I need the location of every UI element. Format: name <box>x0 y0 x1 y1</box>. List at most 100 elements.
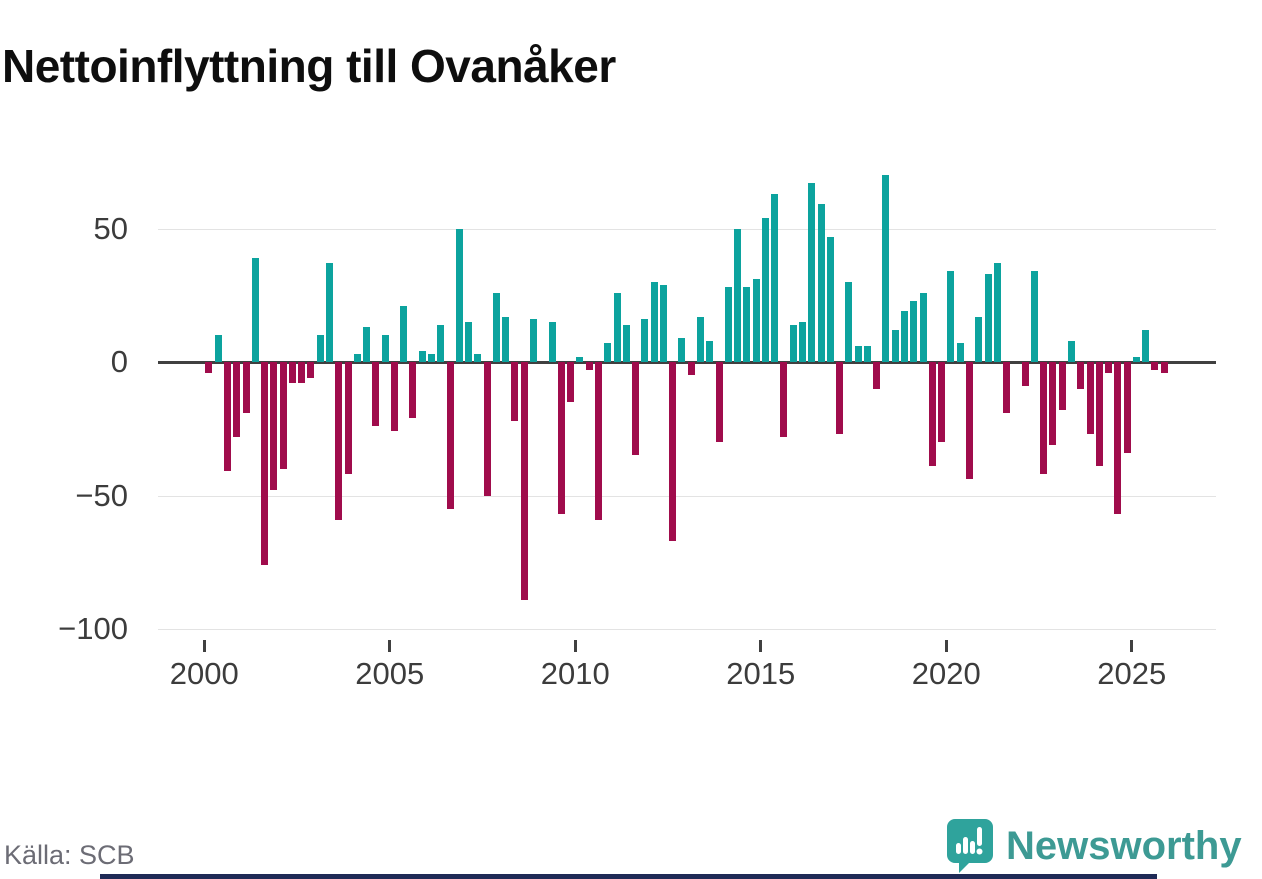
bar-2003-Q3 <box>335 362 343 520</box>
bar-2000-Q3 <box>223 362 231 472</box>
x-axis-label-2005: 2005 <box>355 656 425 691</box>
bar-2012-Q3 <box>669 362 677 541</box>
bar-2017-Q4 <box>863 345 871 362</box>
x-axis-tick-2015 <box>759 640 763 652</box>
bar-2015-Q4 <box>789 324 797 362</box>
bar-2008-Q4 <box>530 319 538 362</box>
x-axis-label-2020: 2020 <box>911 656 981 691</box>
x-axis-label-2010: 2010 <box>540 656 610 691</box>
bar-2024-Q2 <box>1105 362 1113 373</box>
y-axis-label: −50 <box>75 477 128 513</box>
bar-2013-Q2 <box>696 316 704 362</box>
bar-2022-Q3 <box>1040 362 1048 475</box>
bar-2001-Q1 <box>242 362 250 413</box>
bar-2005-Q4 <box>418 351 426 362</box>
bar-2011-Q4 <box>641 319 649 362</box>
bar-2024-Q1 <box>1095 362 1103 467</box>
newsworthy-icon <box>947 819 993 873</box>
bar-2017-Q1 <box>836 362 844 435</box>
bar-2001-Q3 <box>261 362 269 565</box>
bar-2006-Q2 <box>437 324 445 362</box>
bar-2008-Q2 <box>511 362 519 421</box>
bar-2016-Q4 <box>826 236 834 362</box>
bar-2022-Q4 <box>1049 362 1057 445</box>
bar-2010-Q1 <box>576 356 584 362</box>
bar-2018-Q1 <box>873 362 881 389</box>
y-axis-label: −100 <box>58 611 128 646</box>
bar-2015-Q1 <box>761 217 769 362</box>
bar-2005-Q3 <box>409 362 417 419</box>
bar-2004-Q3 <box>372 362 380 427</box>
x-axis-label-2015: 2015 <box>726 656 796 691</box>
bar-2010-Q2 <box>585 362 593 370</box>
bar-2025-Q4 <box>1160 362 1168 373</box>
bar-2007-Q2 <box>474 353 482 362</box>
bar-2011-Q1 <box>613 292 621 362</box>
x-axis-tick-2020 <box>944 640 948 652</box>
bar-2010-Q3 <box>594 362 602 520</box>
bar-2005-Q1 <box>390 362 398 432</box>
bar-2014-Q1 <box>724 287 732 362</box>
bar-2001-Q2 <box>251 257 259 362</box>
bar-2023-Q1 <box>1058 362 1066 411</box>
bar-2003-Q1 <box>316 335 324 362</box>
bar-2003-Q4 <box>344 362 352 475</box>
bar-2019-Q1 <box>910 300 918 362</box>
y-axis-label: 0 <box>110 344 128 379</box>
bar-2000-Q2 <box>214 335 222 362</box>
bar-2011-Q3 <box>632 362 640 456</box>
gridline-50 <box>158 228 1216 230</box>
brand-wordmark: Newsworthy <box>1006 823 1242 868</box>
bar-2021-Q1 <box>984 273 992 362</box>
gridline--50 <box>158 495 1216 497</box>
bar-2000-Q1 <box>205 362 213 373</box>
bar-2016-Q3 <box>817 204 825 362</box>
chart-title: Nettoinflyttning till Ovanåker <box>2 39 616 92</box>
bar-2014-Q4 <box>752 279 760 362</box>
bar-2018-Q3 <box>891 329 899 362</box>
bar-2002-Q2 <box>288 362 296 384</box>
x-axis-tick-2005 <box>388 640 392 652</box>
bar-2022-Q1 <box>1021 362 1029 387</box>
bar-2015-Q2 <box>771 193 779 362</box>
bar-2017-Q2 <box>845 281 853 362</box>
bar-2012-Q4 <box>678 337 686 362</box>
bar-2000-Q4 <box>233 362 241 437</box>
bar-2025-Q3 <box>1151 362 1159 370</box>
bar-2016-Q2 <box>808 183 816 362</box>
bar-2004-Q2 <box>363 327 371 362</box>
bottom-accent-bar <box>100 874 1157 879</box>
bar-2023-Q2 <box>1067 340 1075 362</box>
bar-2014-Q2 <box>734 228 742 362</box>
bar-2024-Q4 <box>1123 362 1131 453</box>
bar-2006-Q3 <box>446 362 454 509</box>
bar-2025-Q2 <box>1142 329 1150 362</box>
bar-2008-Q1 <box>502 316 510 362</box>
bar-2016-Q1 <box>799 321 806 362</box>
gridline--100 <box>158 629 1216 630</box>
bar-2023-Q3 <box>1077 362 1085 389</box>
bar-2013-Q1 <box>687 362 695 376</box>
bar-2009-Q2 <box>548 321 556 362</box>
bar-2007-Q4 <box>492 292 500 362</box>
bar-2025-Q1 <box>1132 356 1140 362</box>
bar-2018-Q2 <box>882 175 890 362</box>
bar-2012-Q2 <box>659 284 667 362</box>
brand-logo: Newsworthy <box>946 818 1242 874</box>
bar-2009-Q3 <box>557 362 565 515</box>
bar-2019-Q2 <box>919 292 927 362</box>
bar-2011-Q2 <box>622 324 630 362</box>
bar-2007-Q3 <box>483 362 491 496</box>
bar-2019-Q3 <box>928 362 936 467</box>
bar-2023-Q4 <box>1086 362 1094 435</box>
bar-2019-Q4 <box>938 362 946 443</box>
bar-2013-Q4 <box>715 362 723 443</box>
zero-axis-line <box>158 360 1216 364</box>
bar-2005-Q2 <box>400 305 408 362</box>
bar-2008-Q3 <box>520 362 528 600</box>
bar-2009-Q4 <box>567 362 575 403</box>
bar-2006-Q4 <box>455 228 463 362</box>
bar-2020-Q4 <box>975 316 983 362</box>
bar-2014-Q3 <box>743 287 751 362</box>
